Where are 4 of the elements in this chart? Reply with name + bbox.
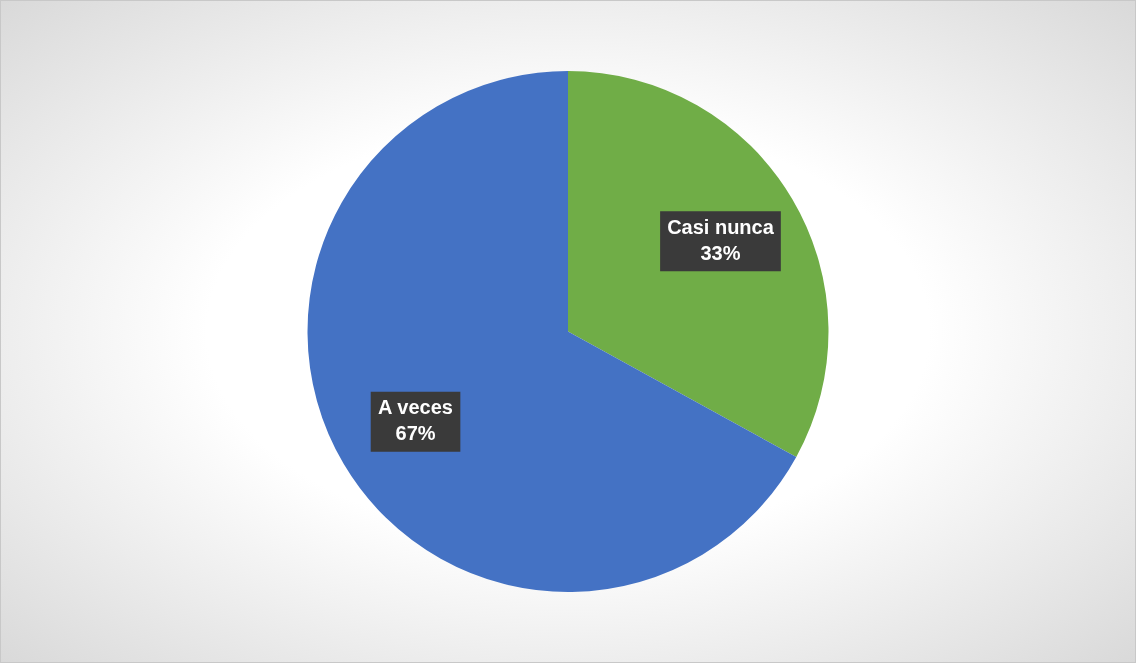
- data-label: 67%: [395, 422, 436, 445]
- data-label: 33%: [700, 241, 741, 264]
- slice-label: A veces: [378, 396, 453, 419]
- slice-label: Casi nunca: [667, 215, 775, 238]
